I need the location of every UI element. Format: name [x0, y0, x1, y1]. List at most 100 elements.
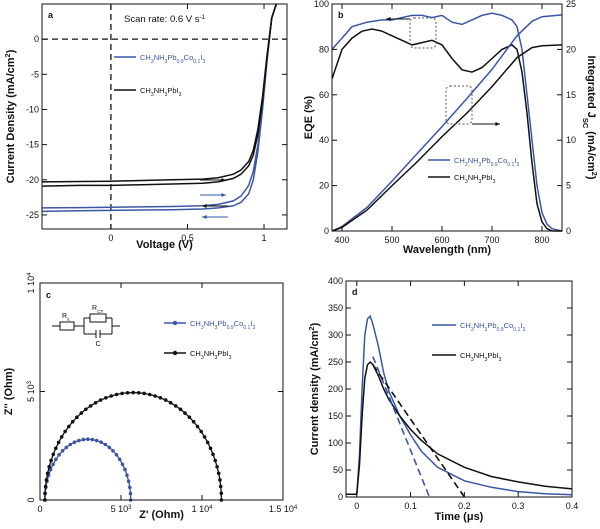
decay-fit-line-2 — [372, 356, 431, 498]
nyquist-point — [43, 491, 47, 496]
nyquist-point — [114, 453, 119, 457]
y-tick-label: -15 — [26, 140, 39, 150]
circuit-c-label: C — [95, 341, 100, 348]
nyquist-point — [215, 465, 219, 469]
series-line-2 — [331, 14, 563, 232]
nyquist-arc-0 — [44, 438, 132, 501]
nyquist-point — [70, 419, 75, 424]
nyquist-point — [57, 453, 61, 457]
nyquist-point — [153, 394, 157, 398]
jsc-axis-arrow-head — [495, 122, 500, 126]
nyquist-point — [168, 401, 173, 405]
nyquist-point — [142, 391, 146, 396]
nyquist-point — [213, 458, 217, 463]
nyquist-point — [216, 471, 221, 476]
legend-marker — [172, 350, 178, 356]
x-tick-label: 600 — [434, 235, 449, 245]
y2-tick-label: 5 — [566, 181, 571, 191]
nyquist-point — [90, 437, 95, 442]
circuit-rct — [89, 313, 107, 323]
nyquist-point — [199, 429, 203, 434]
y-tick-label: -20 — [26, 175, 39, 185]
panel-d: 0 0.1 0.2 0.3 0.4 0 50 100 150 200 250 300 350 400 d CH… — [307, 276, 579, 523]
y-tick-label: 1 104 — [26, 272, 36, 294]
reverse-scan-arrow-head — [202, 204, 207, 208]
y2-tick-label: 0 — [566, 226, 571, 236]
circuit-rct-label: RCT — [92, 305, 103, 315]
y-tick-label: 150 — [328, 411, 343, 421]
x-tick-label: 400 — [334, 235, 349, 245]
y-tick-label: 50 — [333, 465, 343, 475]
y-tick-label: 80 — [319, 44, 329, 54]
x-tick-label: 0.2 — [458, 501, 471, 511]
nyquist-point — [147, 392, 152, 397]
x-tick-label: 0.4 — [566, 501, 579, 511]
nyquist-point — [84, 407, 88, 412]
nyquist-point — [59, 435, 64, 439]
y2-tick-label: 10 — [566, 135, 576, 145]
nyquist-point — [128, 485, 132, 490]
nyquist-point — [54, 457, 58, 462]
y2-tick-label: 25 — [566, 0, 576, 9]
y-axis-label: Z'' (Ohm) — [3, 367, 15, 415]
nyquist-point — [131, 390, 135, 395]
panel-b: 400 500 600 700 800 0 20 40 60 80 100 0 5 10 15 20 25 b CH… — [303, 0, 600, 256]
x-tick-label: 0.1 — [404, 501, 417, 511]
y-tick-label: 250 — [328, 357, 343, 367]
reverse-scan-arrow-blue-head — [202, 215, 207, 219]
x-tick-label: 500 — [384, 235, 399, 245]
nyquist-point — [125, 391, 130, 395]
nyquist-point — [77, 438, 81, 443]
x-tick-label: 700 — [484, 235, 499, 245]
y2-tick-label: 20 — [566, 44, 576, 54]
series-line-2 — [41, 3, 278, 187]
nyquist-point — [68, 442, 73, 447]
legend-label: CH3NH3Pb0.9Co0.1I3 — [460, 321, 525, 333]
y-tick-label: 350 — [328, 303, 343, 313]
nyquist-point — [56, 440, 61, 445]
nyquist-point — [163, 398, 168, 402]
y2-tick-label: 15 — [566, 90, 576, 100]
plot-frame — [39, 282, 284, 501]
circuit-rs — [59, 321, 75, 331]
transient-line-1 — [346, 360, 573, 496]
nyquist-point — [104, 396, 108, 400]
panel-label: c — [46, 290, 51, 300]
nyquist-point — [107, 445, 112, 450]
nyquist-point — [47, 465, 51, 469]
nyquist-point — [218, 484, 223, 489]
nyquist-point — [43, 484, 48, 489]
legend-marker — [172, 320, 178, 326]
x-tick-label: 1 — [262, 233, 267, 243]
nyquist-point — [86, 437, 90, 442]
legend-label: CH3NH3PbI3 — [190, 349, 232, 361]
nyquist-point — [183, 411, 187, 415]
y2-axis-label: Integrated JSC (mA/cm2) — [582, 56, 600, 180]
nyquist-point — [136, 391, 141, 395]
nyquist-point — [178, 407, 183, 412]
nyquist-point — [109, 394, 113, 398]
y-tick-label: 100 — [328, 438, 343, 448]
y-tick-label: 0 — [324, 226, 329, 236]
nyquist-point — [103, 442, 108, 447]
x-axis-label: Voltage (V) — [136, 239, 193, 251]
forward-scan-arrow-head — [221, 178, 226, 182]
x-tick-label: 1.5 104 — [269, 504, 298, 514]
nyquist-point — [219, 491, 224, 496]
y-tick-label: 0 — [338, 492, 343, 502]
nyquist-point — [158, 396, 163, 400]
y-axis-label: Current Density (mA/cm2) — [3, 49, 18, 183]
plot-frame — [41, 3, 288, 230]
x-tick-label: 0 — [108, 233, 113, 243]
nyquist-point — [218, 478, 222, 482]
x-axis-label: Z' (Ohm) — [139, 509, 184, 521]
nyquist-point — [54, 446, 58, 451]
nyquist-point — [205, 440, 210, 445]
scan-rate-annotation: Scan rate: 0.6 V s-1 — [124, 14, 206, 26]
nyquist-point — [94, 438, 99, 443]
legend-label: CH3NH3Pb0.9Co0.1I3 — [140, 53, 205, 65]
y-tick-label: 5 103 — [26, 380, 36, 402]
y-axis-label: EQE (%) — [303, 95, 315, 139]
circuit-rs-label: Rs — [62, 313, 70, 323]
x-tick-label: 0.3 — [512, 501, 525, 511]
